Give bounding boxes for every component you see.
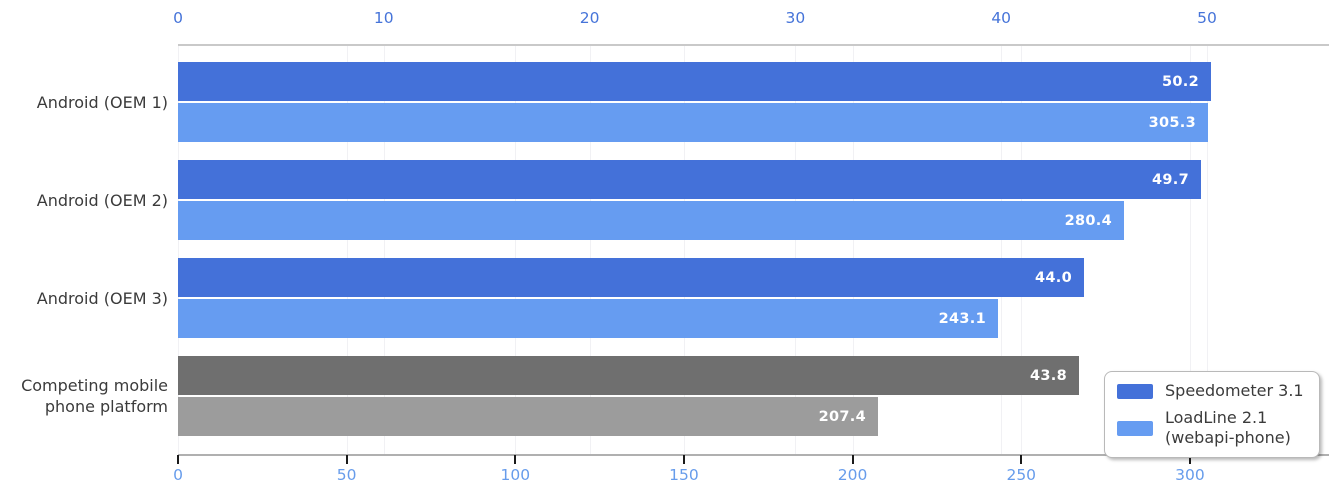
bottom-axis-tick-label: 150 — [669, 466, 699, 484]
grid-line — [347, 46, 348, 454]
top-axis-tick-label: 20 — [579, 9, 600, 27]
category-label: Competing mobile phone platform — [21, 376, 168, 416]
bar-speedometer-3-1: 50.2 — [178, 62, 1211, 101]
top-axis-tick-label: 10 — [373, 9, 394, 27]
bottom-axis-tick-mark — [514, 455, 517, 464]
grid-line — [1021, 46, 1022, 454]
legend-label: Speedometer 3.1 — [1165, 381, 1304, 400]
category-label: Android (OEM 2) — [36, 190, 168, 210]
grid-line — [684, 46, 685, 454]
bottom-axis-tick-label: 300 — [1175, 466, 1205, 484]
bottom-axis-tick-label: 0 — [173, 466, 183, 484]
grid-line — [1001, 46, 1002, 454]
grid-line — [590, 46, 591, 454]
bottom-axis-tick-mark — [1020, 455, 1023, 464]
bottom-axis-tick-mark — [851, 455, 854, 464]
bottom-axis-tick-mark — [682, 455, 685, 464]
bottom-axis-tick-mark — [177, 455, 179, 464]
bar-value-label: 280.4 — [1064, 212, 1112, 229]
top-axis-tick-label: 0 — [173, 9, 183, 27]
top-axis-line — [178, 44, 1329, 46]
grid-line — [515, 46, 516, 454]
bar-loadline-2-1-webapi-phone: 243.1 — [178, 299, 998, 338]
bottom-axis-tick-label: 50 — [336, 466, 357, 484]
bar-speedometer-3-1: 49.7 — [178, 160, 1201, 199]
bar-speedometer-3-1: 43.8 — [178, 356, 1079, 395]
bar-value-label: 44.0 — [1035, 269, 1072, 286]
bottom-axis-tick-mark — [1188, 455, 1191, 464]
grid-line — [795, 46, 796, 454]
bottom-axis-tick-mark — [345, 455, 348, 464]
top-axis-tick-label: 50 — [1197, 9, 1217, 27]
bar-value-label: 243.1 — [938, 310, 986, 327]
bottom-axis-line — [178, 454, 1329, 456]
grid-line — [1207, 46, 1208, 454]
legend-swatch — [1117, 420, 1153, 436]
bar-loadline-2-1-webapi-phone: 305.3 — [178, 103, 1208, 142]
grid-line — [384, 46, 385, 454]
bar-value-label: 49.7 — [1152, 171, 1189, 188]
bar-value-label: 305.3 — [1148, 114, 1196, 131]
grid-line — [1190, 46, 1191, 454]
grid-line — [853, 46, 854, 454]
legend-swatch — [1117, 383, 1153, 399]
legend: Speedometer 3.1 LoadLine 2.1 (webapi-phon… — [1104, 371, 1320, 458]
category-label: Android (OEM 3) — [36, 288, 168, 308]
bar-loadline-2-1-webapi-phone: 280.4 — [178, 201, 1124, 240]
bar-loadline-2-1-webapi-phone: 207.4 — [178, 397, 878, 436]
bar-value-label: 43.8 — [1030, 367, 1067, 384]
legend-entry: LoadLine 2.1 (webapi-phone) — [1117, 408, 1307, 448]
grid-line — [178, 46, 179, 454]
bar-value-label: 50.2 — [1162, 73, 1199, 90]
legend-entry: Speedometer 3.1 — [1117, 381, 1307, 401]
bottom-axis-tick-label: 250 — [1006, 466, 1037, 484]
legend-label: LoadLine 2.1 (webapi-phone) — [1165, 408, 1291, 447]
bottom-axis-tick-label: 100 — [500, 466, 531, 484]
category-label: Android (OEM 1) — [36, 92, 168, 112]
bar-value-label: 207.4 — [818, 408, 866, 425]
bottom-axis-tick-label: 200 — [837, 466, 868, 484]
top-axis-tick-label: 30 — [785, 9, 806, 27]
bar-speedometer-3-1: 44.0 — [178, 258, 1084, 297]
top-axis-tick-label: 40 — [991, 9, 1012, 27]
